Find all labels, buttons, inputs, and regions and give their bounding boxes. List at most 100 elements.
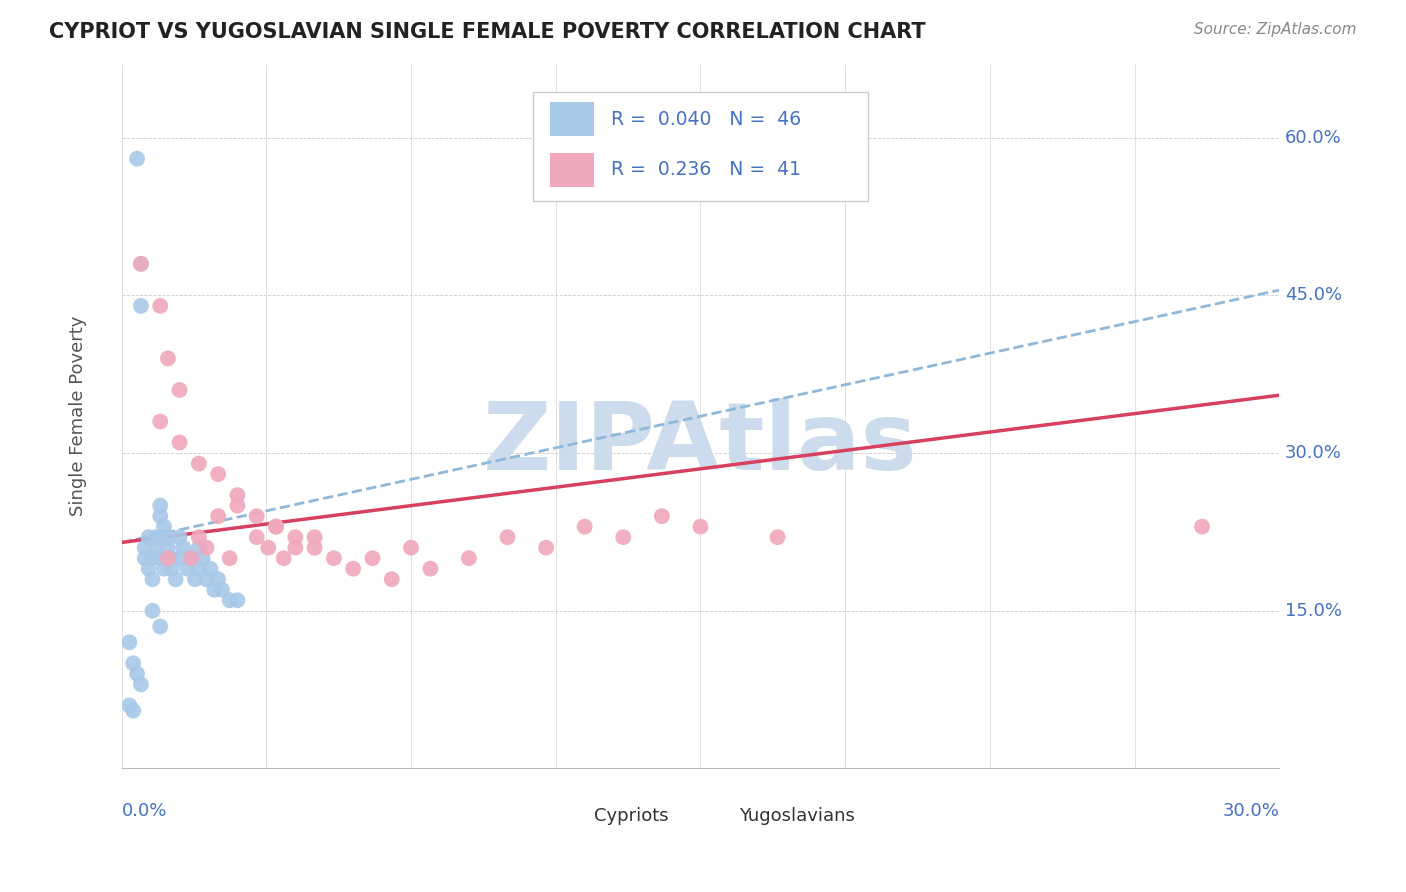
Point bbox=[458, 551, 481, 566]
Point bbox=[304, 541, 326, 555]
Point bbox=[160, 562, 183, 576]
Point bbox=[153, 519, 176, 533]
Text: 45.0%: 45.0% bbox=[1285, 286, 1343, 304]
Point bbox=[246, 509, 269, 524]
Point bbox=[246, 530, 269, 544]
Text: Single Female Poverty: Single Female Poverty bbox=[69, 316, 87, 516]
Point bbox=[129, 299, 152, 313]
Point bbox=[149, 509, 172, 524]
Point bbox=[612, 530, 634, 544]
Point bbox=[125, 666, 148, 681]
Point bbox=[1191, 519, 1213, 533]
Point bbox=[145, 541, 167, 555]
Point bbox=[156, 530, 179, 544]
Point bbox=[195, 541, 218, 555]
Text: 60.0%: 60.0% bbox=[1285, 128, 1341, 146]
Point bbox=[122, 704, 145, 718]
Point bbox=[118, 698, 141, 713]
Point bbox=[169, 530, 191, 544]
Point bbox=[141, 551, 163, 566]
Point bbox=[134, 541, 156, 555]
Point bbox=[184, 572, 207, 586]
Point bbox=[257, 541, 280, 555]
Point bbox=[141, 604, 163, 618]
Point bbox=[322, 551, 344, 566]
Point bbox=[141, 572, 163, 586]
Point bbox=[149, 619, 172, 633]
Point bbox=[574, 519, 596, 533]
Bar bbox=[706, 807, 731, 825]
Point bbox=[125, 152, 148, 166]
Point bbox=[226, 499, 249, 513]
Point bbox=[399, 541, 422, 555]
Text: 0.0%: 0.0% bbox=[122, 802, 167, 821]
Text: CYPRIOT VS YUGOSLAVIAN SINGLE FEMALE POVERTY CORRELATION CHART: CYPRIOT VS YUGOSLAVIAN SINGLE FEMALE POV… bbox=[49, 22, 925, 42]
Point bbox=[187, 457, 209, 471]
Point bbox=[156, 551, 179, 566]
Text: 30.0%: 30.0% bbox=[1222, 802, 1279, 821]
Point bbox=[134, 551, 156, 566]
Point bbox=[169, 435, 191, 450]
Point bbox=[165, 572, 187, 586]
Text: Yugoslavians: Yugoslavians bbox=[738, 806, 855, 825]
Point bbox=[419, 562, 441, 576]
Point bbox=[187, 562, 209, 576]
Point bbox=[180, 551, 202, 566]
Point bbox=[153, 562, 176, 576]
Bar bbox=[561, 807, 586, 825]
Point bbox=[207, 572, 229, 586]
Point bbox=[145, 530, 167, 544]
Point bbox=[149, 415, 172, 429]
Text: ZIPAtlas: ZIPAtlas bbox=[484, 399, 918, 491]
Point bbox=[169, 551, 191, 566]
Point bbox=[226, 593, 249, 607]
Point bbox=[218, 593, 240, 607]
Text: R =  0.236   N =  41: R = 0.236 N = 41 bbox=[612, 161, 801, 179]
FancyBboxPatch shape bbox=[533, 92, 869, 202]
Point bbox=[284, 530, 307, 544]
Point bbox=[122, 657, 145, 671]
Point bbox=[207, 509, 229, 524]
Point bbox=[304, 530, 326, 544]
Text: R =  0.040   N =  46: R = 0.040 N = 46 bbox=[612, 110, 801, 128]
Point bbox=[342, 562, 364, 576]
Point bbox=[689, 519, 711, 533]
Text: 15.0%: 15.0% bbox=[1285, 602, 1341, 620]
Point bbox=[169, 383, 191, 397]
Point bbox=[176, 562, 198, 576]
Text: Source: ZipAtlas.com: Source: ZipAtlas.com bbox=[1194, 22, 1357, 37]
Text: 30.0%: 30.0% bbox=[1285, 444, 1341, 462]
Point bbox=[149, 551, 172, 566]
Point bbox=[138, 562, 160, 576]
Point bbox=[202, 582, 225, 597]
Point bbox=[226, 488, 249, 502]
Point bbox=[156, 541, 179, 555]
Point bbox=[381, 572, 404, 586]
Point bbox=[264, 519, 287, 533]
Point bbox=[651, 509, 673, 524]
Point bbox=[211, 582, 233, 597]
Point bbox=[156, 351, 179, 366]
Point bbox=[195, 572, 218, 586]
Point bbox=[534, 541, 557, 555]
Point bbox=[496, 530, 519, 544]
Point bbox=[191, 551, 214, 566]
Point bbox=[284, 541, 307, 555]
Text: Cypriots: Cypriots bbox=[593, 806, 669, 825]
Point bbox=[129, 257, 152, 271]
Point bbox=[264, 519, 287, 533]
Point bbox=[180, 551, 202, 566]
Point bbox=[187, 541, 209, 555]
Point bbox=[361, 551, 384, 566]
Bar bbox=[550, 153, 593, 186]
Point bbox=[149, 530, 172, 544]
Point bbox=[129, 257, 152, 271]
Point bbox=[766, 530, 789, 544]
Point bbox=[218, 551, 240, 566]
Point bbox=[149, 299, 172, 313]
Bar bbox=[550, 102, 593, 136]
Point bbox=[149, 499, 172, 513]
Point bbox=[138, 530, 160, 544]
Point bbox=[200, 562, 222, 576]
Point bbox=[118, 635, 141, 649]
